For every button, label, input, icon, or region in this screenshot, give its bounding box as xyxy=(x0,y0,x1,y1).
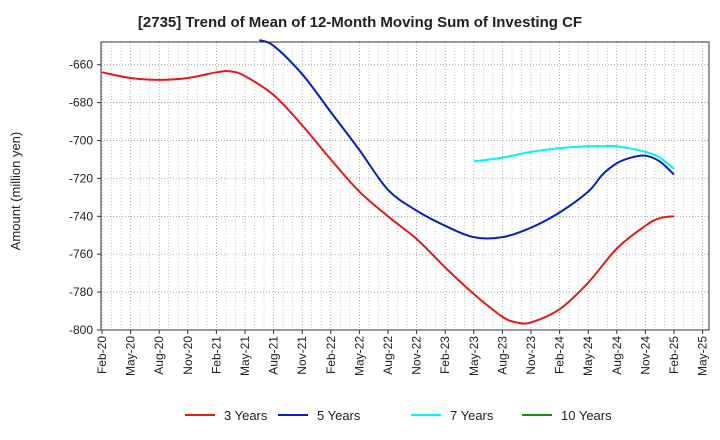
chart-title: [2735] Trend of Mean of 12-Month Moving … xyxy=(137,14,583,31)
legend-label: 5 Years xyxy=(317,408,361,423)
y-tick-label: -720 xyxy=(69,171,93,185)
legend-label: 7 Years xyxy=(450,408,494,423)
grid xyxy=(101,42,709,331)
x-tick-label: Aug-23 xyxy=(495,336,509,375)
series-line-7-years xyxy=(473,144,675,170)
series-line-3-years xyxy=(101,70,675,325)
x-tick-label: Feb-21 xyxy=(209,336,223,374)
x-tick-label: Nov-20 xyxy=(181,336,195,375)
x-tick-label: May-22 xyxy=(352,336,366,376)
series-line-5-years xyxy=(258,39,675,240)
legend-label: 10 Years xyxy=(561,408,612,423)
series-lines xyxy=(101,39,675,325)
x-tick-label: Feb-23 xyxy=(438,336,452,374)
x-tick-label: Aug-21 xyxy=(267,336,281,375)
x-tick-label: May-24 xyxy=(581,336,595,376)
legend: 3 Years 5 Years 7 Years 10 Years xyxy=(185,408,612,423)
x-axis-ticks: Feb-20 May-20 Aug-20 Nov-20 Feb-21 May-21 Aug-… xyxy=(95,330,710,376)
x-tick-label: May-21 xyxy=(238,336,252,376)
x-tick-label: May-25 xyxy=(696,336,710,376)
x-tick-label: Nov-23 xyxy=(524,336,538,375)
y-tick-label: -760 xyxy=(69,247,93,261)
y-axis-label: Amount (million yen) xyxy=(8,132,23,251)
y-tick-label: -700 xyxy=(69,134,93,148)
y-tick-label: -780 xyxy=(69,285,93,299)
legend-label: 3 Years xyxy=(224,408,268,423)
x-tick-label: Aug-22 xyxy=(381,336,395,375)
y-tick-label: -660 xyxy=(69,58,93,72)
x-tick-label: Nov-24 xyxy=(638,336,652,375)
y-tick-label: -740 xyxy=(69,209,93,223)
x-tick-label: May-20 xyxy=(124,336,138,376)
y-axis-ticks: -660 -680 -700 -720 -740 -760 -780 -800 xyxy=(69,58,101,337)
x-tick-label: Nov-22 xyxy=(410,336,424,375)
y-tick-label: -800 xyxy=(69,323,93,337)
x-tick-label: May-23 xyxy=(467,336,481,376)
x-tick-label: Aug-20 xyxy=(152,336,166,375)
plot-area-frame xyxy=(100,41,710,331)
x-tick-label: Feb-20 xyxy=(95,336,109,374)
x-tick-label: Aug-24 xyxy=(610,336,624,375)
y-tick-label: -680 xyxy=(69,96,93,110)
x-tick-label: Feb-22 xyxy=(324,336,338,374)
x-tick-label: Feb-24 xyxy=(553,336,567,374)
x-tick-label: Feb-25 xyxy=(667,336,681,374)
x-tick-label: Nov-21 xyxy=(295,336,309,375)
